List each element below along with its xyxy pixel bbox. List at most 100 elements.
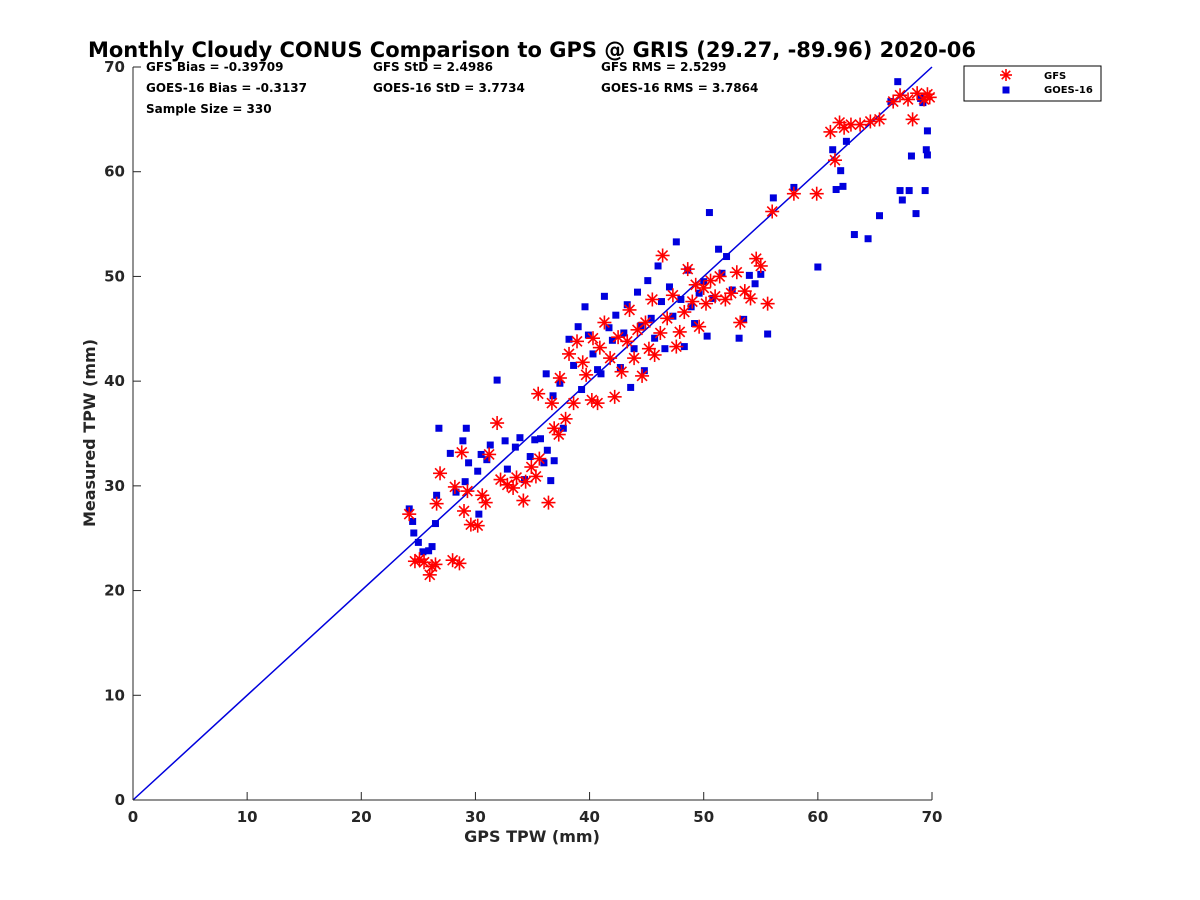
gfs-point bbox=[532, 451, 547, 466]
goes-16-point bbox=[578, 386, 586, 394]
gfs-point bbox=[901, 92, 916, 107]
goes-16-point bbox=[647, 314, 655, 322]
goes-16-point bbox=[584, 331, 592, 339]
gfs-point bbox=[607, 389, 622, 404]
gfs-point bbox=[672, 324, 687, 339]
stat-gfs-rms: GFS RMS = 2.5299 bbox=[601, 60, 726, 74]
gfs-point bbox=[635, 368, 650, 383]
gfs-point bbox=[737, 284, 752, 299]
gfs-point bbox=[531, 386, 546, 401]
goes-16-point bbox=[735, 334, 743, 342]
gfs-point bbox=[433, 466, 448, 481]
goes-16-point bbox=[705, 209, 713, 217]
goes-16-point bbox=[543, 446, 551, 454]
gfs-point bbox=[551, 427, 566, 442]
gfs-point bbox=[786, 186, 801, 201]
goes-16-point bbox=[549, 392, 557, 400]
goes-16-point bbox=[922, 146, 930, 154]
goes-16-point bbox=[419, 548, 427, 556]
gfs-point bbox=[566, 396, 581, 411]
goes-16-point bbox=[751, 280, 759, 288]
goes-16-point bbox=[769, 194, 777, 202]
goes-16-point bbox=[677, 295, 685, 303]
goes-16-point bbox=[919, 99, 927, 107]
goes-16-point bbox=[501, 437, 509, 445]
x-tick-label: 50 bbox=[693, 808, 714, 826]
gfs-point bbox=[627, 351, 642, 366]
gfs-point bbox=[597, 315, 612, 330]
y-tick-label: 0 bbox=[115, 791, 125, 809]
y-tick-label: 60 bbox=[104, 163, 125, 181]
gfs-point bbox=[454, 445, 469, 460]
goes-16-point bbox=[657, 298, 665, 306]
gfs-point bbox=[724, 286, 739, 301]
goes-16-point bbox=[850, 231, 858, 239]
goes-16-point bbox=[589, 350, 597, 358]
gfs-point bbox=[809, 186, 824, 201]
gfs-point bbox=[482, 447, 497, 462]
gfs-point bbox=[872, 112, 887, 127]
goes-16-point bbox=[923, 127, 931, 135]
gfs-point bbox=[853, 117, 868, 132]
gfs-point bbox=[692, 319, 707, 334]
legend-goes-square bbox=[1002, 86, 1010, 94]
goes-16-point bbox=[669, 312, 677, 320]
goes-16-point bbox=[640, 367, 648, 375]
gfs-point bbox=[457, 503, 472, 518]
goes-16-point bbox=[536, 435, 544, 443]
goes-16-point bbox=[687, 303, 695, 311]
goes-16-point bbox=[616, 364, 624, 372]
goes-16-point bbox=[550, 457, 558, 465]
gfs-point bbox=[544, 396, 559, 411]
gfs-point bbox=[585, 331, 600, 346]
gfs-point bbox=[460, 484, 475, 499]
stat-goes-rms: GOES-16 RMS = 3.7864 bbox=[601, 81, 758, 95]
gfs-point bbox=[516, 493, 531, 508]
goes-16-point bbox=[410, 529, 418, 537]
x-tick-label: 10 bbox=[237, 808, 258, 826]
goes-16-point bbox=[452, 488, 460, 496]
goes-16-point bbox=[898, 196, 906, 204]
goes-16-point bbox=[486, 441, 494, 449]
x-tick-label: 20 bbox=[351, 808, 372, 826]
goes-16-point bbox=[581, 303, 589, 311]
goes-16-point bbox=[461, 478, 469, 486]
goes-16-point bbox=[516, 434, 524, 442]
goes-16-point bbox=[474, 467, 482, 475]
gfs-point bbox=[579, 367, 594, 382]
gfs-point bbox=[760, 296, 775, 311]
gfs-point bbox=[447, 479, 462, 494]
legend: GFS GOES-16 bbox=[963, 65, 1102, 102]
x-tick-label: 60 bbox=[807, 808, 828, 826]
gfs-point bbox=[823, 124, 838, 139]
goes-16-point bbox=[446, 449, 454, 457]
gfs-point bbox=[592, 340, 607, 355]
y-tick-label: 30 bbox=[104, 477, 125, 495]
gfs-point bbox=[562, 346, 577, 361]
legend-gfs-label: GFS bbox=[1044, 71, 1066, 82]
gfs-point bbox=[680, 262, 695, 277]
goes-16-point bbox=[462, 424, 470, 432]
gfs-point bbox=[478, 495, 493, 510]
gfs-point bbox=[827, 153, 842, 168]
goes-16-point bbox=[574, 323, 582, 331]
y-tick-label: 20 bbox=[104, 582, 125, 600]
goes-16-point bbox=[661, 345, 669, 353]
gfs-point bbox=[470, 518, 485, 533]
gfs-point bbox=[743, 291, 758, 306]
gfs-point bbox=[603, 351, 618, 366]
goes-16-point bbox=[832, 186, 840, 194]
goes-16-point bbox=[907, 152, 915, 160]
goes-16-point bbox=[477, 450, 485, 458]
stat-sample-size: Sample Size = 330 bbox=[146, 102, 272, 116]
gfs-point bbox=[749, 251, 764, 266]
goes-16-point bbox=[565, 335, 573, 343]
gfs-point bbox=[417, 555, 432, 570]
goes-16-point bbox=[623, 301, 631, 309]
goes-16-point bbox=[465, 459, 473, 467]
goes-16-point bbox=[703, 332, 711, 340]
goes-16-point bbox=[680, 343, 688, 351]
goes-16-point bbox=[409, 517, 417, 525]
goes-16-point bbox=[923, 151, 931, 159]
goes-16-point bbox=[745, 271, 753, 279]
